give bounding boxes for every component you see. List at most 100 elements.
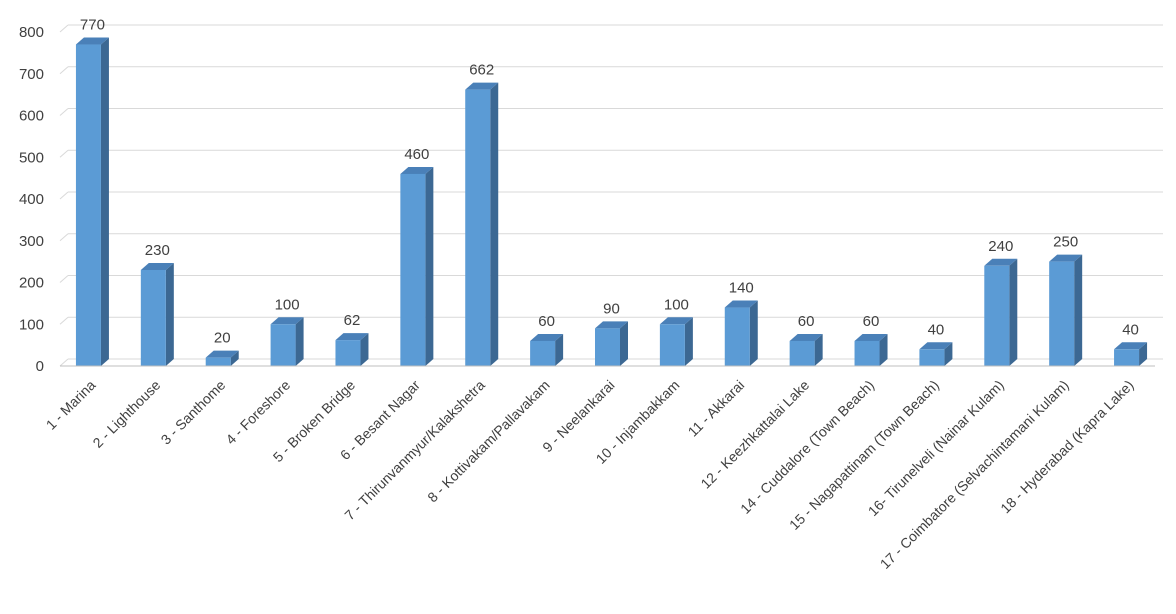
bar-top [919, 342, 953, 350]
data-label: 60 [798, 313, 815, 330]
bar-front [724, 307, 750, 366]
bar-side [555, 333, 564, 366]
gridline-diag [59, 24, 69, 33]
x-tick-label: 8 - Kottivakam/Pallavakam [424, 377, 553, 506]
y-tick-label: 200 [19, 275, 44, 292]
data-label: 240 [988, 238, 1013, 255]
bar-front [1114, 349, 1140, 366]
y-tick-label: 700 [19, 66, 44, 83]
bar-front [400, 173, 426, 366]
bar-top [984, 258, 1018, 266]
data-label: 40 [928, 321, 945, 338]
bar [724, 300, 758, 366]
bar [530, 333, 564, 366]
bar [854, 333, 888, 366]
bar-front [140, 269, 166, 366]
data-labels: 770 230 20 100 62 460 662 60 90 100 140 60 60 40 240 25… [80, 17, 1139, 347]
bar-top [205, 350, 239, 358]
bar-top [1114, 342, 1148, 350]
data-label: 230 [145, 242, 170, 259]
bar [335, 333, 369, 366]
bar-top [75, 37, 109, 45]
bar [919, 342, 953, 366]
bar-front [595, 328, 620, 366]
bar-top [854, 333, 888, 341]
gridline-diag [59, 108, 69, 116]
x-tick-label: 4 - Foreshore [222, 377, 293, 448]
bar-side [944, 342, 953, 366]
bar-top [335, 333, 369, 341]
data-label: 100 [275, 296, 300, 313]
bar-front [854, 340, 880, 366]
y-tick-label: 800 [19, 24, 44, 41]
bar-top [1049, 254, 1083, 262]
y-tick-label: 400 [19, 191, 44, 208]
gridline-diag [59, 233, 69, 242]
gridline-diag [59, 149, 69, 158]
bar-side [165, 262, 174, 366]
bar [400, 166, 434, 366]
bar [1114, 342, 1148, 366]
x-tick-label: 1 - Marina [43, 377, 99, 433]
y-tick-label: 0 [36, 358, 44, 375]
bar-side [490, 82, 499, 367]
data-label: 20 [214, 330, 231, 347]
bar [140, 262, 174, 366]
gridline-diag [59, 66, 69, 75]
bar-top [530, 333, 564, 341]
bar-side [360, 333, 369, 366]
bar [1049, 254, 1083, 366]
bar-front [270, 324, 296, 366]
x-tick-label: 11 - Akkarai [685, 377, 748, 440]
bar [789, 333, 823, 366]
y-tick-label: 600 [19, 108, 44, 125]
y-tick-label: 100 [19, 316, 44, 333]
bar-front [205, 357, 231, 366]
data-label: 770 [80, 17, 105, 34]
data-label: 140 [729, 280, 754, 297]
bar [205, 350, 239, 366]
bar-side [295, 317, 304, 366]
bar-side [230, 350, 239, 366]
bar [595, 321, 628, 366]
bar-top [140, 262, 174, 270]
bar-side [1009, 258, 1018, 366]
bar-front [919, 349, 945, 366]
bar [659, 317, 693, 366]
bars [75, 37, 1148, 367]
gridline-diag [59, 191, 69, 200]
bar [75, 37, 109, 367]
y-tick-label: 500 [19, 149, 44, 166]
x-tick-label: 7 - Thirunvanmyur/Kalakshetra [341, 377, 488, 524]
data-label: 90 [603, 300, 620, 317]
bar-top [595, 321, 628, 329]
bar-side [879, 333, 888, 366]
bar-front [530, 340, 556, 366]
data-label: 60 [863, 313, 880, 330]
data-label: 460 [404, 146, 429, 163]
bar-side [749, 300, 758, 366]
bar-top [465, 82, 499, 90]
bar-top [789, 333, 823, 341]
bar [465, 82, 499, 367]
gridlines [59, 24, 1163, 367]
gridline-diag [59, 275, 69, 283]
y-tick-label: 300 [19, 233, 44, 250]
bar-side [684, 317, 693, 366]
x-tick-label: 2 - Lighthouse [89, 377, 163, 451]
y-axis: 0 100 200 300 400 500 600 700 800 [19, 24, 44, 375]
bar-side [425, 166, 434, 366]
bar-top [400, 166, 434, 174]
bar-side [814, 333, 823, 366]
bar-side [620, 321, 628, 366]
data-label: 62 [344, 312, 361, 329]
bar-front [1049, 261, 1075, 366]
data-label: 60 [538, 313, 555, 330]
data-label: 662 [469, 62, 494, 79]
data-label: 100 [664, 296, 689, 313]
bar [984, 258, 1018, 366]
bar-top [659, 317, 693, 325]
bar-top [270, 317, 304, 325]
x-tick-label: 18 - Hyderabad (Kapra Lake) [997, 377, 1137, 517]
